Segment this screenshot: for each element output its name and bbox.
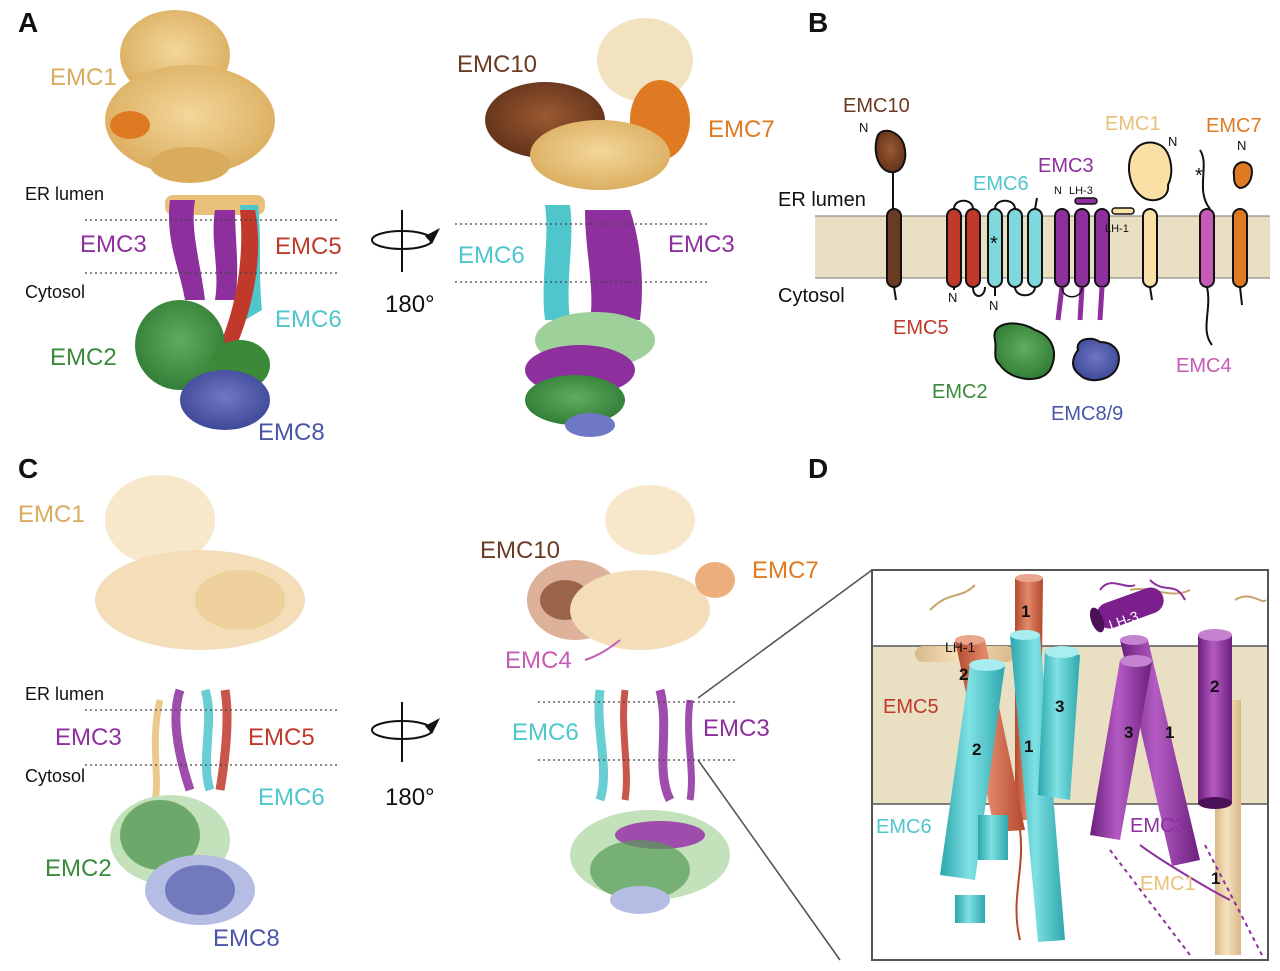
- label-er-lumen-b: ER lumen: [778, 189, 866, 211]
- emc2-domain: [993, 322, 1055, 381]
- label-emc5-c: EMC5: [248, 724, 315, 751]
- helix-num-emc5-1: 1: [1021, 602, 1030, 621]
- label-emc6-b: EMC6: [973, 173, 1029, 195]
- emc6-topology: [987, 197, 1043, 297]
- label-rotation: 180°: [385, 291, 435, 318]
- panel-c: C EMC1 ER lumen EMC3 EMC5 Cytosol EMC6 E…: [18, 453, 873, 961]
- label-emc1-c: EMC1: [18, 501, 85, 528]
- label-emc2: EMC2: [50, 344, 117, 371]
- label-emc6-right: EMC6: [458, 242, 525, 269]
- svg-text:N: N: [1168, 134, 1177, 149]
- rotation-icon: [371, 210, 440, 272]
- label-emc6-c-right: EMC6: [512, 719, 579, 746]
- label-emc3: EMC3: [80, 231, 147, 258]
- label-emc5: EMC5: [275, 233, 342, 260]
- label-lh1: LH-1: [945, 639, 976, 655]
- helix-num-emc3-2: 2: [1210, 677, 1219, 696]
- svg-text:*: *: [990, 233, 998, 255]
- emc1-domain: [1128, 141, 1173, 202]
- label-emc7-c: EMC7: [752, 557, 819, 584]
- label-emc6: EMC6: [275, 306, 342, 333]
- emc89-domain: [1072, 337, 1120, 382]
- panel-a-letter: A: [18, 7, 38, 38]
- panel-d-letter: D: [808, 453, 828, 484]
- panel-b: B ER lumen Cytosol EMC10 N N EMC5 EMC6: [778, 7, 1270, 425]
- label-emc10: EMC10: [457, 51, 537, 78]
- label-emc3-d: EMC3: [1130, 815, 1186, 837]
- panel-c-right-ribbon: [527, 485, 735, 914]
- emc5-topology: [946, 199, 986, 297]
- label-cytosol-c: Cytosol: [25, 766, 85, 786]
- svg-text:N: N: [948, 290, 957, 305]
- label-emc5-d: EMC5: [883, 696, 939, 718]
- panel-b-letter: B: [808, 7, 828, 38]
- label-cytosol-b: Cytosol: [778, 285, 845, 307]
- panel-d: D: [808, 453, 1269, 961]
- label-emc8: EMC8: [258, 419, 325, 446]
- helix-num-emc6-3: 3: [1055, 697, 1064, 716]
- label-cytosol: Cytosol: [25, 282, 85, 302]
- panel-a-left-density: [105, 10, 275, 430]
- label-emc4-c: EMC4: [505, 647, 572, 674]
- emc4-tm: [1199, 208, 1215, 288]
- label-emc10-b: EMC10: [843, 95, 910, 117]
- rotation-icon-c: [371, 702, 440, 762]
- emc6-helices-d: [940, 630, 1080, 942]
- label-rotation-c: 180°: [385, 784, 435, 811]
- panel-c-left-ribbon: [95, 475, 305, 925]
- helix-num-emc6-1: 1: [1024, 737, 1033, 756]
- label-emc2-c: EMC2: [45, 855, 112, 882]
- emc7-tm: [1232, 208, 1248, 288]
- label-er-lumen: ER lumen: [25, 184, 104, 204]
- label-emc10-c: EMC10: [480, 537, 560, 564]
- emc3-helices-d: [1089, 587, 1232, 866]
- label-emc6-d: EMC6: [876, 816, 932, 838]
- helix-num-emc5-2: 2: [959, 665, 968, 684]
- helix-num-emc6-2: 2: [972, 740, 981, 759]
- helix-num-emc3-1: 1: [1165, 723, 1174, 742]
- helix-num-emc1-1: 1: [1211, 869, 1220, 888]
- svg-text:LH-1: LH-1: [1105, 223, 1129, 235]
- label-emc89-b: EMC8/9: [1051, 403, 1123, 425]
- label-emc1: EMC1: [50, 64, 117, 91]
- label-emc3-right: EMC3: [668, 231, 735, 258]
- label-emc2-b: EMC2: [932, 381, 988, 403]
- label-emc4-b: EMC4: [1176, 355, 1232, 377]
- emc10-tm: [886, 208, 902, 288]
- emc10-domain: [874, 129, 907, 174]
- panel-a: A EMC1 ER lumen EMC3 EMC5 Cytosol EMC6 E…: [18, 7, 775, 446]
- label-emc6-c: EMC6: [258, 784, 325, 811]
- label-emc7-b: EMC7: [1206, 115, 1262, 137]
- label-emc8-c: EMC8: [213, 925, 280, 952]
- label-emc5-b: EMC5: [893, 317, 949, 339]
- panel-a-right-density: [485, 18, 693, 437]
- svg-text:N: N: [989, 298, 998, 313]
- panel-c-letter: C: [18, 453, 38, 484]
- svg-text:N: N: [1237, 138, 1246, 153]
- label-emc3-c: EMC3: [55, 724, 122, 751]
- label-er-lumen-c: ER lumen: [25, 684, 104, 704]
- label-emc1-b: EMC1: [1105, 113, 1161, 135]
- label-emc3-c-right: EMC3: [703, 715, 770, 742]
- label-emc3-b: EMC3: [1038, 155, 1094, 177]
- svg-text:N: N: [1054, 185, 1062, 197]
- svg-text:*: *: [1195, 165, 1203, 187]
- svg-text:N: N: [859, 120, 868, 135]
- emc3-topology: [1054, 208, 1110, 321]
- label-emc7: EMC7: [708, 116, 775, 143]
- label-emc1-d: EMC1: [1140, 873, 1196, 895]
- helix-num-emc3-3: 3: [1124, 723, 1133, 742]
- svg-text:LH-3: LH-3: [1069, 185, 1093, 197]
